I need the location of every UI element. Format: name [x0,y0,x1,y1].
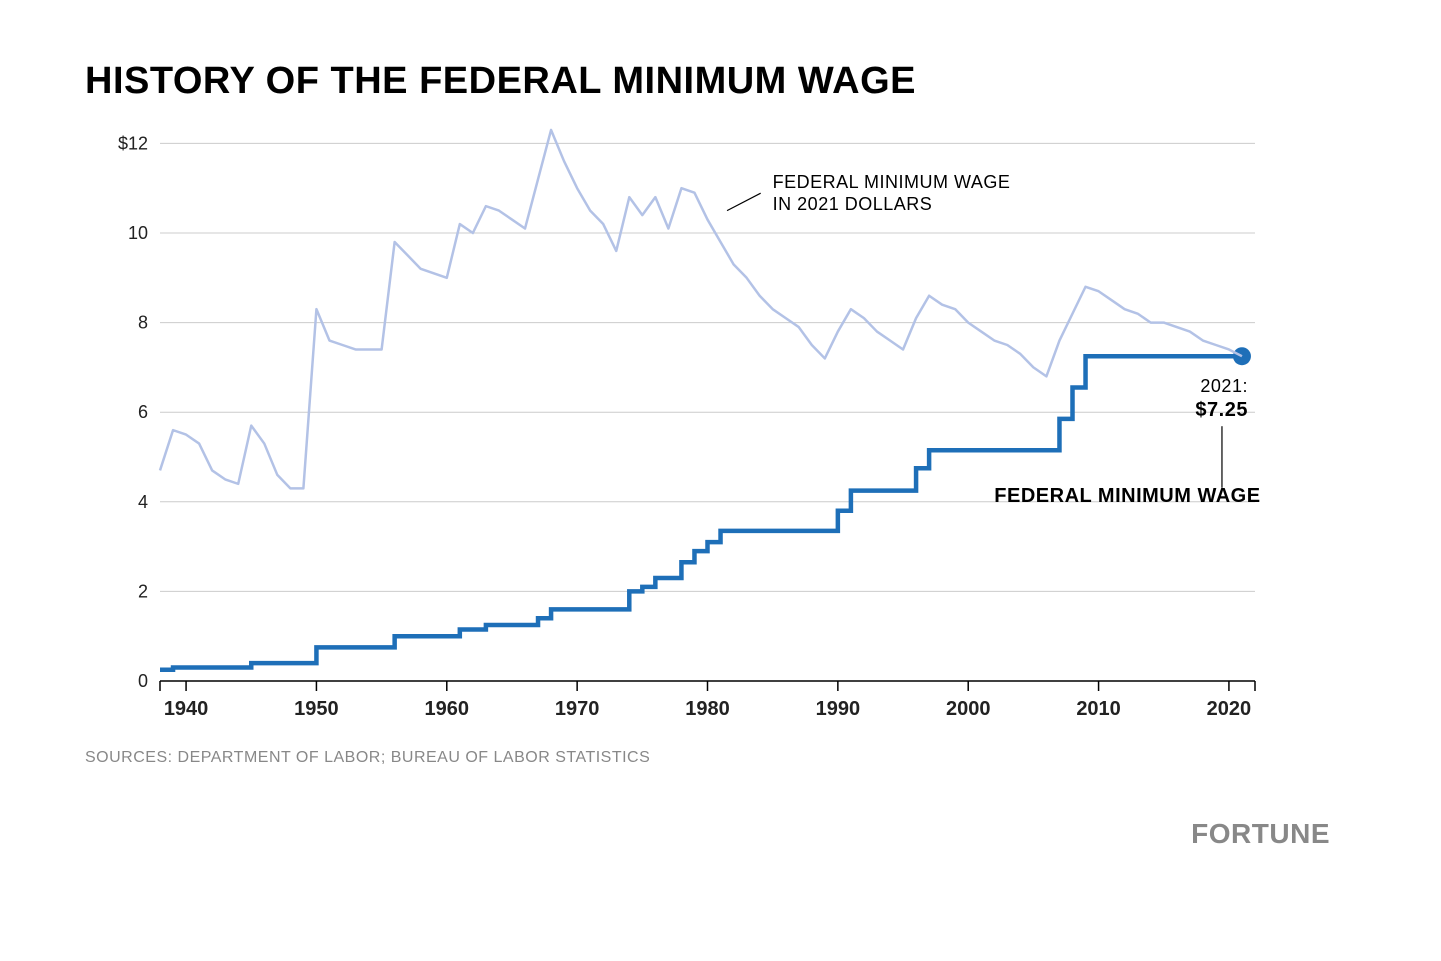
svg-text:2000: 2000 [946,698,991,720]
label-real-line2: IN 2021 DOLLARS [773,194,933,214]
svg-text:10: 10 [128,223,148,243]
line-chart: 0 2 4 6 8 10 $12 1940 1950 1960 1970 1980 1990 2000 20… [85,111,1275,731]
label-real-line1: FEDERAL MINIMUM WAGE [773,172,1011,192]
series-real2021 [160,130,1242,488]
svg-text:1950: 1950 [294,698,339,720]
endpoint-value: $7.25 [1195,399,1248,421]
chart-area: 0 2 4 6 8 10 $12 1940 1950 1960 1970 1980 1990 2000 20… [85,111,1350,731]
page: HISTORY OF THE FEDERAL MINIMUM WAGE 0 2 4 6… [0,0,1441,961]
endpoint-dot [1233,347,1251,365]
series-nominal [160,356,1242,670]
chart-card: HISTORY OF THE FEDERAL MINIMUM WAGE 0 2 4 6… [85,60,1350,850]
svg-text:1970: 1970 [555,698,600,720]
svg-text:6: 6 [138,402,148,422]
leader-line-real [727,193,761,210]
svg-text:1940: 1940 [164,698,209,720]
brand-logo: FORTUNE [1191,818,1330,850]
svg-text:8: 8 [138,313,148,333]
svg-text:0: 0 [138,671,148,691]
endpoint-year: 2021: [1200,376,1248,396]
svg-text:1960: 1960 [425,698,470,720]
svg-text:2: 2 [138,581,148,601]
svg-text:1980: 1980 [685,698,730,720]
svg-text:2010: 2010 [1076,698,1121,720]
source-text: SOURCES: DEPARTMENT OF LABOR; BUREAU OF … [85,749,1350,767]
svg-text:2020: 2020 [1207,698,1252,720]
svg-text:1990: 1990 [816,698,861,720]
svg-text:4: 4 [138,492,148,512]
svg-text:$12: $12 [118,133,148,153]
label-nominal: FEDERAL MINIMUM WAGE [994,485,1260,507]
chart-title: HISTORY OF THE FEDERAL MINIMUM WAGE [85,60,1350,103]
